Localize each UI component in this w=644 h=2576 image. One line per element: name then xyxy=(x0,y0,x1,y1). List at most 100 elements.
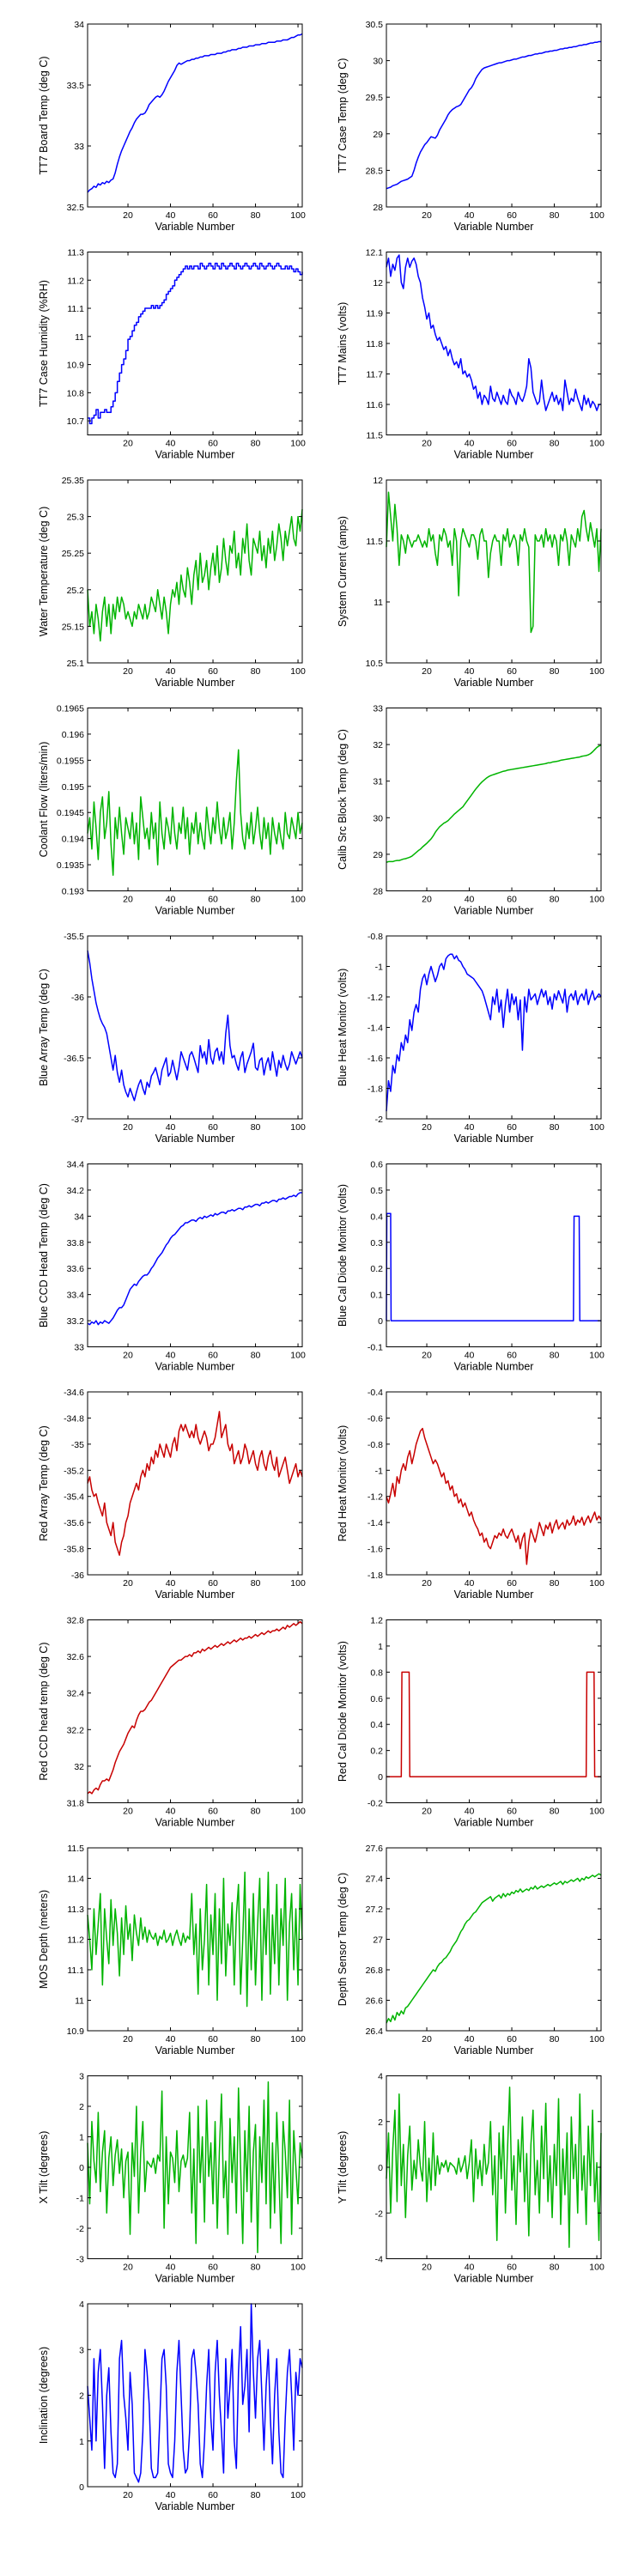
y-tick-label: 25.15 xyxy=(62,622,84,632)
axes-frame xyxy=(87,1163,303,1347)
y-tick-label: 32.8 xyxy=(67,1616,85,1626)
y-tick-label: 11.5 xyxy=(67,1844,84,1854)
x-tick-label: 80 xyxy=(251,1122,261,1133)
y-tick-label: 26.4 xyxy=(366,2026,384,2037)
y-axis-label: TT7 Case Humidity (%RH) xyxy=(38,280,50,407)
x-tick-label: 60 xyxy=(507,2263,517,2273)
x-tick-label: 60 xyxy=(208,2490,218,2500)
y-tick-label: -36 xyxy=(71,1571,84,1581)
y-tick-label: -0.8 xyxy=(368,1440,383,1450)
y-tick-label: 1 xyxy=(79,2133,84,2143)
axes-frame xyxy=(87,935,303,1120)
y-tick-label: 30 xyxy=(373,57,383,67)
y-tick-label: -0.6 xyxy=(368,1413,383,1424)
axes-frame xyxy=(87,1619,303,1803)
y-tick-label: 0.1955 xyxy=(57,756,84,766)
x-tick-label: 100 xyxy=(290,1578,306,1589)
chart-panel-16: 20 40 60 80 100 -0.2 0 0.2 0.4 0.6 0.8 1 1.2 Variable… xyxy=(337,1616,605,1829)
y-tick-label: 2 xyxy=(79,2391,84,2402)
x-tick-label: 100 xyxy=(589,1351,605,1361)
x-tick-label: 40 xyxy=(166,1351,176,1361)
x-tick-label: 60 xyxy=(208,439,218,449)
y-tick-label: -37 xyxy=(71,1115,84,1125)
x-tick-label: 80 xyxy=(251,895,261,905)
chart-panel-7: 20 40 60 80 100 0.193 0.1935 0.194 0.1945 0.195 0.… xyxy=(38,704,306,917)
x-axis-label: Variable Number xyxy=(454,1589,534,1601)
axes-frame xyxy=(386,1163,602,1347)
chart-panel-5: 20 40 60 80 100 25.1 25.15 25.2 25.25 25.3 25.35 Va… xyxy=(38,476,306,689)
y-tick-label: 12 xyxy=(373,278,383,289)
chart-panel-18: 20 40 60 80 100 26.4 26.6 26.8 27 27.2 27.4 27.6 Var… xyxy=(337,1844,605,2057)
x-tick-label: 60 xyxy=(208,2034,218,2044)
x-tick-label: 80 xyxy=(550,2263,560,2273)
x-tick-label: 100 xyxy=(290,2263,306,2273)
x-tick-label: 80 xyxy=(550,1122,560,1133)
x-tick-label: 20 xyxy=(123,2490,133,2500)
x-tick-label: 40 xyxy=(465,439,475,449)
y-axis-label: Blue Heat Monitor (volts) xyxy=(337,969,349,1087)
y-tick-label: 2 xyxy=(79,2102,84,2112)
x-tick-label: 40 xyxy=(166,666,176,677)
x-tick-label: 100 xyxy=(589,210,605,221)
x-tick-label: 80 xyxy=(550,1807,560,1817)
y-tick-label: 25.25 xyxy=(62,549,84,559)
y-tick-label: -34.6 xyxy=(64,1388,84,1398)
x-tick-label: 60 xyxy=(507,1578,517,1589)
y-tick-label: 0.5 xyxy=(370,1186,383,1196)
y-axis-label: Depth Sensor Temp (deg C) xyxy=(337,1873,349,2006)
axes-frame xyxy=(87,708,303,891)
y-tick-label: 34 xyxy=(74,1212,84,1222)
x-tick-label: 20 xyxy=(422,1578,432,1589)
y-tick-label: 34.4 xyxy=(67,1160,85,1170)
x-tick-label: 100 xyxy=(290,895,306,905)
y-tick-label: 26.8 xyxy=(366,1965,384,1976)
chart-panel-4: 20 40 60 80 100 11.5 11.6 11.7 11.8 11.9 12 12.1 Var… xyxy=(337,248,605,461)
y-tick-label: -1 xyxy=(375,963,383,973)
y-tick-label: 0.1935 xyxy=(57,860,84,871)
y-tick-label: 11 xyxy=(75,332,84,343)
x-tick-label: 100 xyxy=(290,1807,306,1817)
x-axis-label: Variable Number xyxy=(155,1133,235,1145)
y-tick-label: -34.8 xyxy=(64,1413,84,1424)
x-axis-label: Variable Number xyxy=(155,221,235,233)
y-tick-label: 11.9 xyxy=(366,309,383,319)
y-tick-label: 11.2 xyxy=(67,276,84,286)
y-tick-label: -1.8 xyxy=(368,1571,383,1581)
axes-frame xyxy=(386,1847,602,2032)
axes-frame xyxy=(87,252,303,435)
y-tick-label: 34.2 xyxy=(67,1186,85,1196)
data-line xyxy=(87,509,303,642)
x-tick-label: 60 xyxy=(507,895,517,905)
x-tick-label: 100 xyxy=(290,210,306,221)
data-line xyxy=(386,1873,602,2024)
data-line xyxy=(87,33,303,193)
x-tick-label: 100 xyxy=(589,2263,605,2273)
y-tick-label: 31 xyxy=(373,777,383,787)
y-tick-label: 12 xyxy=(373,476,383,486)
x-axis-label: Variable Number xyxy=(454,2273,534,2285)
y-tick-label: 0 xyxy=(378,1772,383,1783)
y-tick-label: 0.195 xyxy=(62,782,84,793)
y-tick-label: 3 xyxy=(79,2072,84,2082)
y-tick-label: 12.1 xyxy=(366,248,384,258)
y-tick-label: 1 xyxy=(79,2437,84,2447)
y-axis-label: X Tilt (degrees) xyxy=(38,2131,50,2204)
y-tick-label: -1 xyxy=(375,1466,383,1476)
y-tick-label: 0.1965 xyxy=(57,704,84,714)
data-line xyxy=(87,2303,303,2483)
x-tick-label: 80 xyxy=(550,1351,560,1361)
y-tick-label: 1 xyxy=(378,1642,383,1652)
y-tick-label: -2 xyxy=(76,2224,84,2234)
chart-panel-2: 20 40 60 80 100 28 28.5 29 29.5 30 30.5 Variable Nu… xyxy=(337,20,605,233)
chart-panel-6: 20 40 60 80 100 10.5 11 11.5 12 Variable Number Sy… xyxy=(337,476,605,689)
data-line xyxy=(87,1411,303,1556)
x-tick-label: 80 xyxy=(251,2490,261,2500)
x-axis-label: Variable Number xyxy=(155,2500,235,2512)
chart-panel-20: 20 40 60 80 100 -4 -2 0 2 4 Variable Number Y Tilt … xyxy=(337,2072,605,2285)
x-tick-label: 60 xyxy=(507,2034,517,2044)
x-tick-label: 100 xyxy=(589,1578,605,1589)
y-tick-label: 10.8 xyxy=(67,388,85,398)
data-line xyxy=(386,254,601,411)
x-tick-label: 80 xyxy=(251,210,261,221)
axes-frame xyxy=(386,479,602,664)
